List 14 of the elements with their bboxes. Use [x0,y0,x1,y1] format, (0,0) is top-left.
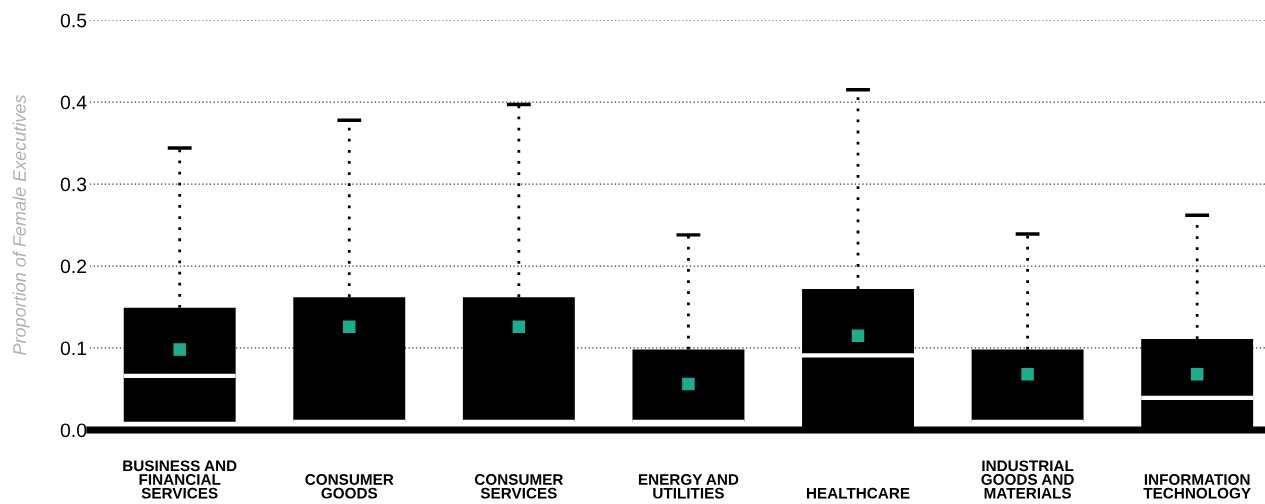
y-tick-label: 0.3 [60,177,87,192]
y-tick-label: 0.1 [60,341,87,356]
y-axis-title: Proportion of Female Executives [12,94,30,355]
y-tick-label: 0.5 [60,13,87,28]
x-tick-label: INFORMATION TECHNOLOGY [1143,474,1251,499]
x-tick-label: CONSUMER SERVICES [474,474,564,499]
y-tick-label: 0.4 [60,95,87,110]
x-tick-label: ENERGY AND UTILITIES [638,474,739,499]
y-tick-label: 0.0 [60,423,87,438]
x-tick-label: HEALTHCARE [806,487,910,499]
x-tick-label: INDUSTRIAL GOODS AND MATERIALS [981,460,1074,499]
x-tick-label: BUSINESS AND FINANCIAL SERVICES [123,460,237,499]
y-tick-label: 0.2 [60,259,87,274]
x-tick-label: CONSUMER GOODS [305,474,394,499]
